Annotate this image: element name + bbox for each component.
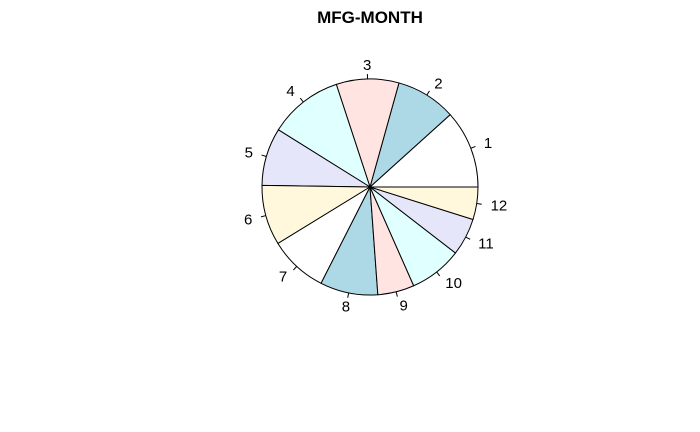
pie-slice-12 — [369, 186, 479, 221]
pie-tick-4 — [299, 97, 304, 103]
pie-label-3: 3 — [363, 57, 371, 74]
pie-label-10: 10 — [445, 275, 462, 292]
pie-label-9: 9 — [400, 297, 408, 314]
pie-tick-5 — [261, 154, 267, 157]
pie-tick-8 — [347, 292, 350, 298]
pie-tick-6 — [260, 215, 266, 218]
pie-label-6: 6 — [244, 211, 252, 228]
pie-label-2: 2 — [434, 75, 442, 92]
pie-tick-11 — [465, 236, 471, 240]
pie-label-7: 7 — [279, 269, 287, 286]
pie-tick-2 — [426, 90, 430, 96]
pie-label-12: 12 — [491, 198, 508, 215]
chart-title: MFG-MONTH — [317, 8, 423, 27]
pie-label-5: 5 — [245, 145, 253, 162]
pie-label-11: 11 — [478, 236, 494, 253]
pie-label-8: 8 — [342, 299, 350, 316]
pie-label-4: 4 — [286, 83, 294, 100]
pie-tick-12 — [476, 202, 482, 205]
pie-slice-1 — [368, 113, 479, 188]
pie-tick-7 — [292, 266, 298, 271]
pie-label-1: 1 — [484, 135, 492, 152]
pie-tick-10 — [436, 271, 441, 277]
pie-tick-9 — [395, 291, 398, 297]
pie-slice-4 — [277, 83, 371, 189]
pie-tick-1 — [470, 145, 476, 149]
